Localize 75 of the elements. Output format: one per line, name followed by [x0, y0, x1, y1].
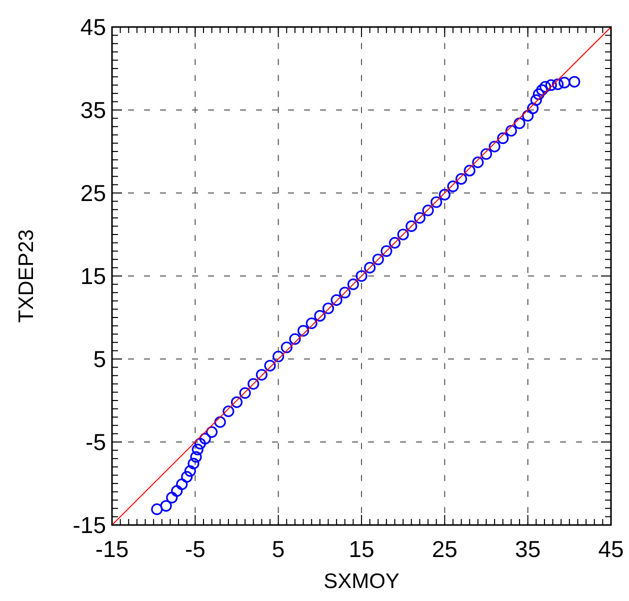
point: [472, 156, 484, 168]
x-tick-label: 35: [515, 536, 541, 562]
point: [297, 324, 310, 337]
point: [206, 426, 218, 438]
point: [430, 196, 442, 208]
point: [530, 94, 542, 106]
point: [184, 465, 196, 477]
point: [151, 503, 163, 516]
point: [222, 405, 234, 418]
x-axis-title: SXMOY: [324, 570, 400, 593]
x-tick-label: 45: [598, 536, 624, 562]
point: [480, 148, 492, 160]
point: [239, 387, 251, 399]
point: [568, 76, 580, 88]
point: [527, 102, 539, 114]
point: [552, 78, 564, 90]
point: [176, 478, 188, 490]
point: [289, 333, 301, 345]
point: [456, 173, 468, 185]
y-tick-label: 15: [80, 263, 106, 289]
y-tick-label: -5: [86, 429, 106, 455]
y-tick-label: 35: [80, 97, 106, 123]
point: [356, 270, 368, 282]
point: [181, 471, 193, 483]
point: [536, 84, 548, 96]
point: [264, 360, 276, 372]
point: [314, 310, 326, 322]
point: [194, 438, 206, 450]
point: [422, 204, 434, 216]
point: [248, 378, 260, 390]
point: [388, 237, 401, 249]
y-tick-label: 5: [93, 346, 106, 372]
y-tick-label: 25: [80, 180, 106, 206]
point: [505, 124, 517, 137]
point: [364, 262, 376, 274]
point: [545, 79, 557, 91]
point: [372, 254, 384, 266]
y-tick-label: 45: [80, 14, 106, 40]
point: [190, 451, 202, 463]
point: [397, 228, 409, 240]
point: [522, 110, 534, 122]
point: [230, 396, 243, 408]
y-tick-label: -15: [72, 512, 106, 538]
x-tick-label: 15: [348, 536, 374, 562]
point: [192, 444, 204, 456]
point: [488, 140, 500, 152]
point: [166, 492, 178, 504]
point: [171, 485, 183, 497]
x-tick-label: 25: [432, 536, 458, 562]
point: [347, 278, 359, 290]
point: [447, 180, 459, 192]
point: [532, 88, 544, 100]
point: [306, 318, 318, 330]
point: [199, 432, 211, 444]
point: [380, 245, 392, 257]
point: [558, 76, 570, 88]
point: [214, 416, 226, 428]
point: [406, 220, 418, 232]
point: [280, 342, 292, 354]
point: [339, 286, 351, 298]
point: [540, 80, 552, 93]
point: [256, 368, 268, 381]
point: [330, 294, 342, 306]
point: [322, 302, 334, 314]
point: [272, 350, 284, 362]
point: [464, 164, 476, 176]
point: [497, 132, 509, 144]
point: [414, 212, 426, 224]
y-axis-title: TXDEP23: [15, 229, 38, 323]
point: [438, 188, 450, 200]
point: [188, 458, 200, 470]
point: [160, 500, 172, 512]
point: [514, 117, 526, 130]
x-tick-label: 5: [272, 536, 285, 562]
x-tick-label: -5: [184, 536, 206, 562]
